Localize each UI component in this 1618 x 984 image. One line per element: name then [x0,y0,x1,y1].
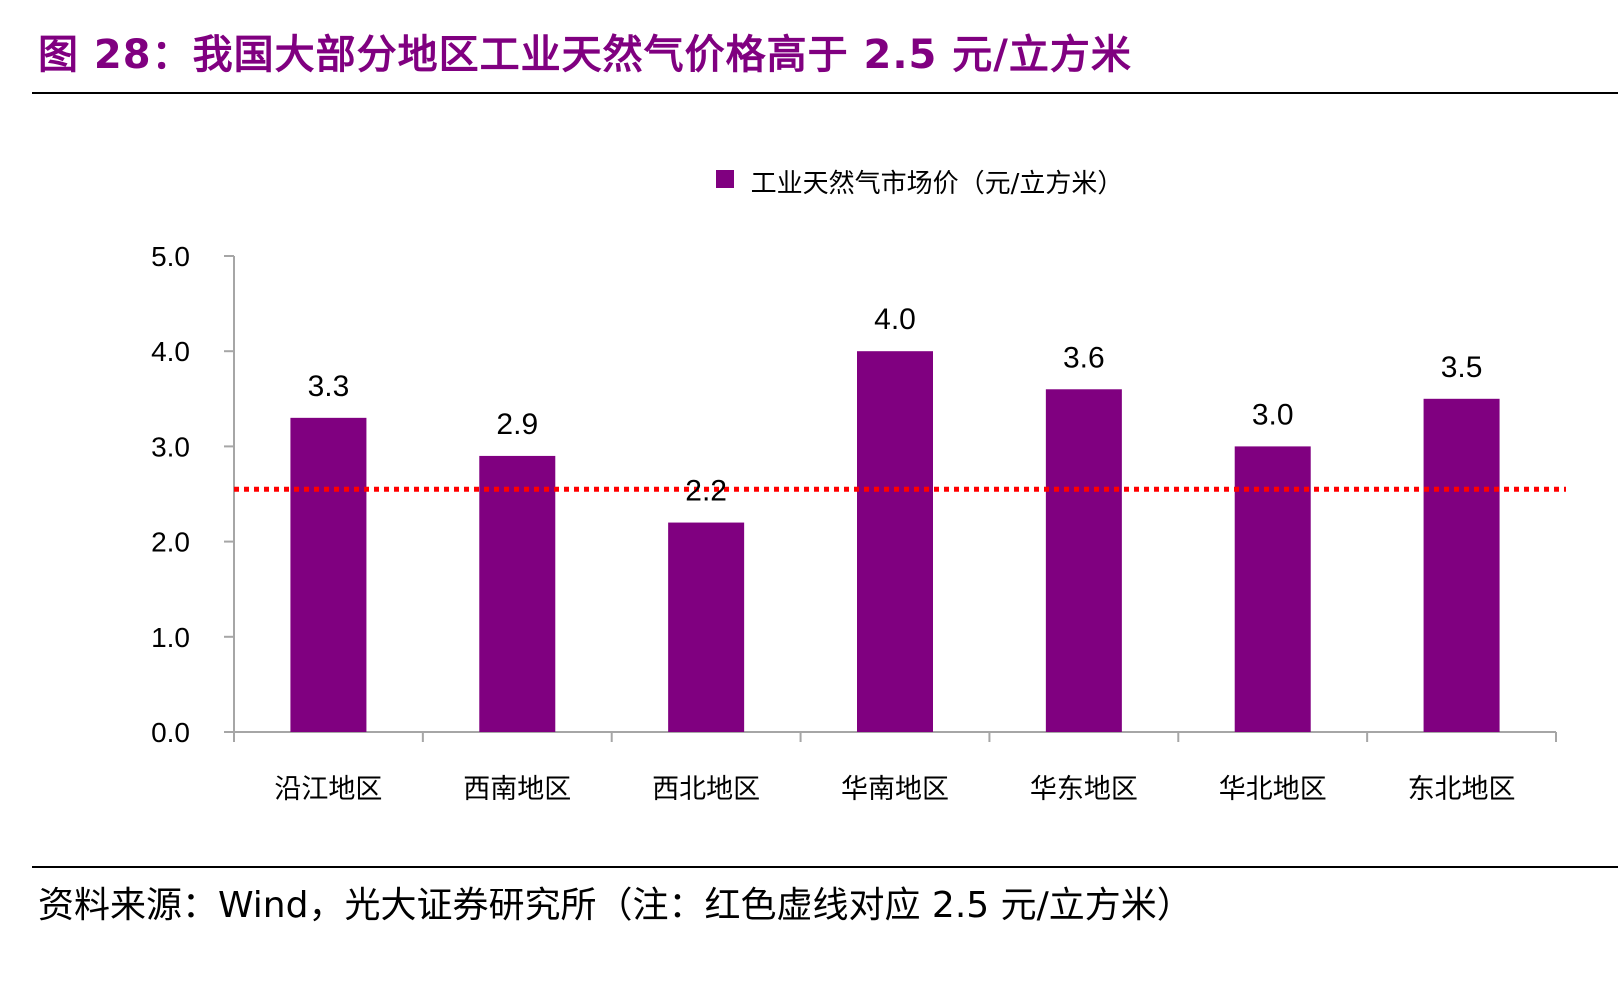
source-note: 资料来源：Wind，光大证券研究所（注：红色虚线对应 2.5 元/立方米） [38,885,1193,926]
bars [290,351,1500,732]
data-label: 4.0 [874,303,916,336]
bar [668,522,745,732]
data-label: 2.9 [496,408,538,441]
x-tick-label: 华东地区 [1030,774,1138,805]
bottom-rule [32,866,1618,868]
legend: 工业天然气市场价（元/立方米） [716,169,1123,199]
y-tick-label: 4.0 [151,336,190,367]
data-label: 2.2 [685,475,727,508]
data-label: 3.0 [1252,398,1294,431]
top-rule [32,92,1618,94]
data-label: 3.3 [308,370,350,403]
y-tick-label: 0.0 [151,717,190,748]
y-tick-label: 5.0 [151,241,190,272]
x-tick-label: 华北地区 [1219,774,1327,805]
data-label: 3.5 [1441,351,1483,384]
bar [479,455,556,732]
figure-title: 图 28：我国大部分地区工业天然气价格高于 2.5 元/立方米 [38,32,1132,78]
bar [290,417,367,732]
bar [857,351,933,732]
bar [1423,398,1500,732]
x-tick-label: 华南地区 [841,774,949,805]
bar [1045,389,1122,732]
x-tick-label: 西北地区 [652,774,760,805]
x-tick-label: 东北地区 [1408,774,1516,805]
y-tick-label: 3.0 [151,431,190,462]
bar [1234,446,1311,732]
y-tick-label: 2.0 [151,527,190,558]
x-tick-label: 西南地区 [463,774,571,805]
legend-label: 工业天然气市场价（元/立方米） [751,169,1124,199]
data-labels: 3.3 2.9 2.2 4.0 3.6 3.0 3.5 [308,303,1483,507]
data-label: 3.6 [1063,341,1105,374]
x-tick-label: 沿江地区 [274,774,382,805]
y-tick-label: 1.0 [151,622,190,653]
legend-swatch [716,170,734,188]
axes: 0.0 1.0 2.0 3.0 4.0 5.0 沿江地区 西南地区 西北地区 华南地区 华东地区 华北… [151,241,1557,805]
